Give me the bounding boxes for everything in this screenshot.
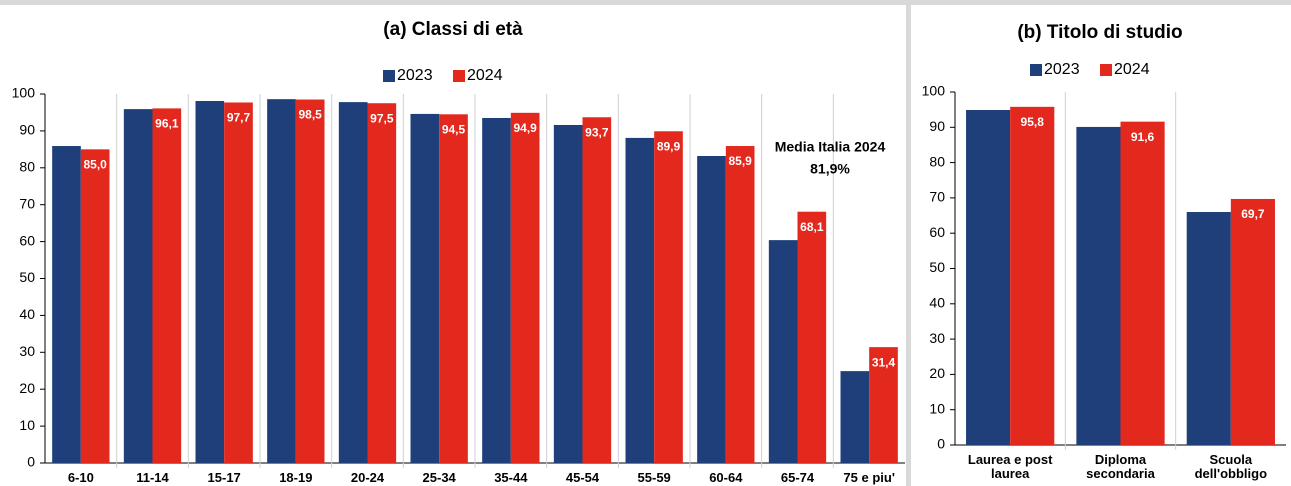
y-tick-label: 60 <box>929 224 945 240</box>
bar <box>869 347 898 463</box>
y-tick-label: 70 <box>19 195 35 211</box>
bar <box>224 102 253 463</box>
bar <box>1076 126 1121 446</box>
legend-swatch <box>1100 64 1112 76</box>
annotation: 81,9% <box>810 161 850 177</box>
legend-label: 2023 <box>397 67 433 84</box>
y-tick-label: 80 <box>929 153 945 169</box>
data-label: 98,5 <box>298 108 322 122</box>
bar <box>267 99 296 463</box>
annotation: Media Italia 2024 <box>775 139 886 155</box>
bar <box>1010 106 1055 446</box>
bar <box>582 117 612 463</box>
data-label: 85,9 <box>728 154 752 168</box>
bar <box>80 149 110 463</box>
legend-swatch <box>383 70 395 82</box>
x-tick-label: 55-59 <box>637 470 671 485</box>
data-label: 85,0 <box>83 158 107 172</box>
data-label: 97,7 <box>227 111 251 125</box>
legend-label: 2024 <box>467 67 503 84</box>
legend-swatch <box>1030 64 1042 76</box>
y-tick-label: 50 <box>19 269 35 285</box>
x-tick-label: 45-54 <box>565 470 600 485</box>
bar <box>367 103 397 463</box>
x-tick-label: 60-64 <box>709 470 743 485</box>
data-label: 69,7 <box>1241 207 1265 221</box>
data-label: 94,9 <box>513 121 537 135</box>
bar <box>152 108 182 464</box>
bar <box>123 109 153 463</box>
bar <box>625 137 655 463</box>
y-tick-label: 0 <box>937 436 945 452</box>
y-tick-label: 30 <box>19 343 35 359</box>
data-label: 96,1 <box>155 117 179 131</box>
bar <box>1230 198 1275 445</box>
y-tick-label: 100 <box>922 83 946 99</box>
bar <box>654 131 683 464</box>
x-tick-label: 18-19 <box>279 470 313 485</box>
bar <box>482 117 511 464</box>
data-label: 68,1 <box>800 220 824 234</box>
bar <box>295 99 325 463</box>
bar <box>768 240 798 463</box>
x-tick-label: 25-34 <box>422 470 456 485</box>
y-tick-label: 20 <box>19 380 35 396</box>
y-tick-label: 0 <box>27 454 35 470</box>
y-tick-label: 100 <box>12 85 36 101</box>
y-tick-label: 50 <box>929 259 945 275</box>
x-tick-label: 20-24 <box>350 470 385 485</box>
y-tick-label: 70 <box>929 189 945 205</box>
x-tick-label: 65-74 <box>780 470 815 485</box>
data-label: 93,7 <box>585 125 609 139</box>
y-tick-label: 90 <box>929 118 945 134</box>
y-tick-label: 80 <box>19 159 35 175</box>
x-tick-label: 15-17 <box>207 470 241 485</box>
x-tick-label: Scuola dell'obbligo <box>1194 452 1268 481</box>
data-label: 97,5 <box>370 111 394 125</box>
bar <box>195 101 225 464</box>
data-label: 94,5 <box>442 122 466 136</box>
chart-title: (a) Classi di età <box>383 19 523 40</box>
bar <box>1120 121 1165 445</box>
y-tick-label: 40 <box>19 306 35 322</box>
legend-label: 2024 <box>1114 61 1150 78</box>
bar <box>52 146 81 464</box>
bar <box>553 124 583 463</box>
x-tick-label: Laurea e post laurea <box>967 452 1053 481</box>
y-tick-label: 30 <box>929 330 945 346</box>
x-tick-label: 11-14 <box>136 470 169 485</box>
bar <box>439 114 468 464</box>
y-tick-label: 40 <box>929 295 945 311</box>
data-label: 91,6 <box>1131 130 1155 144</box>
y-tick-label: 90 <box>19 122 35 138</box>
x-tick-label: Diploma secondaria <box>1086 452 1155 481</box>
legend-swatch <box>453 70 465 82</box>
legend-label: 2023 <box>1044 61 1080 78</box>
data-label: 31,4 <box>872 355 896 369</box>
bar <box>840 371 870 463</box>
y-tick-label: 60 <box>19 232 35 248</box>
bar <box>1186 212 1231 445</box>
bar <box>725 146 755 464</box>
y-tick-label: 10 <box>929 400 945 416</box>
chart-title: (b) Titolo di studio <box>1017 22 1182 43</box>
bar <box>510 112 540 463</box>
y-tick-label: 10 <box>19 417 35 433</box>
bar <box>966 110 1011 446</box>
x-tick-label: 75 e piu' <box>843 470 895 485</box>
bar <box>797 211 827 463</box>
bar <box>697 155 726 463</box>
bar <box>338 102 368 464</box>
data-label: 95,8 <box>1021 115 1045 129</box>
data-label: 89,9 <box>657 139 681 153</box>
x-tick-label: 35-44 <box>494 470 528 485</box>
x-tick-label: 6-10 <box>67 470 94 485</box>
bar <box>410 113 440 464</box>
y-tick-label: 20 <box>929 365 945 381</box>
